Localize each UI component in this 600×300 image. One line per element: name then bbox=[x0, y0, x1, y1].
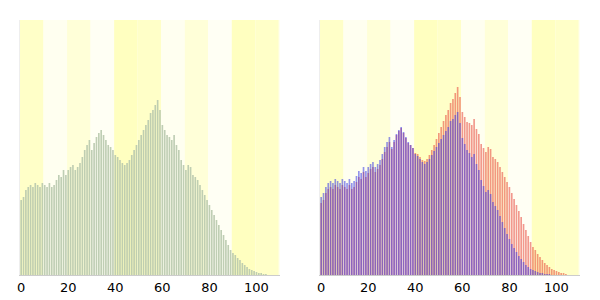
svg-text:0: 0 bbox=[17, 280, 25, 295]
svg-text:100: 100 bbox=[244, 280, 269, 295]
svg-text:20: 20 bbox=[60, 280, 77, 295]
svg-text:20: 20 bbox=[360, 280, 377, 295]
svg-text:60: 60 bbox=[454, 280, 471, 295]
svg-text:40: 40 bbox=[407, 280, 424, 295]
svg-text:0: 0 bbox=[317, 280, 325, 295]
svg-text:80: 80 bbox=[201, 280, 218, 295]
svg-text:60: 60 bbox=[154, 280, 171, 295]
svg-text:40: 40 bbox=[107, 280, 124, 295]
svg-text:100: 100 bbox=[544, 280, 569, 295]
svg-text:80: 80 bbox=[501, 280, 518, 295]
